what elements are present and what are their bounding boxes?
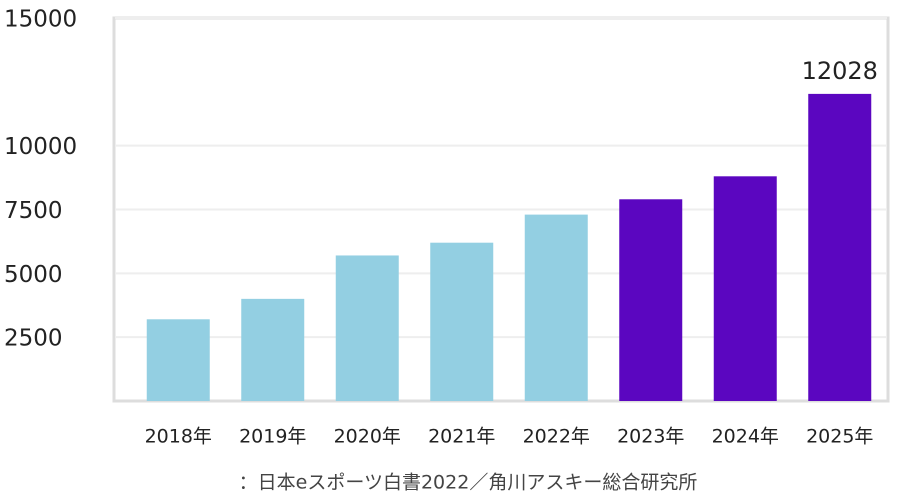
bar [430, 242, 494, 401]
y-tick-label: 5000 [4, 262, 63, 288]
bar [524, 214, 588, 401]
x-tick-label: 2025年 [806, 426, 873, 448]
bar [808, 93, 872, 401]
source-note: ：日本eスポーツ白書2022／角川アスキー総合研究所 [239, 472, 698, 494]
y-tick-label: 7500 [4, 198, 63, 224]
x-tick-label: 2018年 [145, 426, 212, 448]
bar [713, 176, 777, 401]
bar [146, 319, 210, 401]
bar [241, 298, 305, 401]
x-tick-label: 2023年 [617, 426, 684, 448]
x-tick-label: 2019年 [239, 426, 306, 448]
y-tick-label: 15000 [4, 7, 77, 33]
x-tick-label: 2024年 [712, 426, 779, 448]
x-tick-label: 2022年 [523, 426, 590, 448]
y-tick-label: 2500 [4, 326, 63, 352]
x-tick-label: 2020年 [334, 426, 401, 448]
value-label: 12028 [802, 57, 878, 85]
y-tick-label: 10000 [4, 134, 77, 160]
x-tick-label: 2021年 [428, 426, 495, 448]
bar [619, 199, 683, 401]
bar [335, 255, 399, 401]
